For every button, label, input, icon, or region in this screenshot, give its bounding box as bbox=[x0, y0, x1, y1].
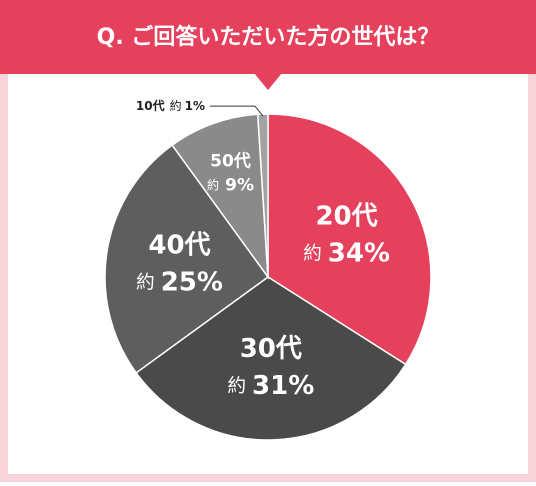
approx-prefix: 約 bbox=[227, 376, 246, 397]
chart-title: Q. ご回答いただいた方の世代は？ bbox=[97, 24, 440, 50]
value-label: 9% bbox=[225, 175, 254, 195]
value-text: 約 31% bbox=[227, 371, 314, 401]
approx-prefix: 約 bbox=[207, 177, 219, 192]
value-label: 31% bbox=[252, 371, 314, 401]
pie-slice bbox=[135, 276, 407, 441]
slice-label: 10代約 1% bbox=[136, 98, 205, 113]
value-label: 1% bbox=[185, 99, 205, 113]
category-label: 40代 bbox=[148, 231, 210, 261]
pie-slice bbox=[171, 113, 269, 280]
header bbox=[0, 0, 536, 74]
pie-slice bbox=[104, 144, 270, 374]
value-text: 約 25% bbox=[136, 267, 223, 297]
pie-slice bbox=[267, 113, 432, 366]
category-label: 20代 bbox=[315, 201, 377, 231]
approx-prefix: 約 bbox=[170, 98, 182, 113]
value-text: 約 9% bbox=[207, 175, 254, 195]
category-label: 30代 bbox=[240, 334, 302, 364]
value-text: 約 34% bbox=[303, 238, 390, 268]
category-label: 50代 bbox=[210, 151, 251, 172]
approx-prefix: 約 bbox=[136, 272, 155, 293]
approx-prefix: 約 bbox=[303, 243, 322, 264]
value-label: 25% bbox=[161, 267, 223, 297]
pie-slice bbox=[256, 113, 269, 278]
header-pointer bbox=[254, 73, 282, 90]
leader-line bbox=[210, 105, 264, 117]
category-label: 10代 bbox=[136, 98, 165, 113]
value-label: 34% bbox=[328, 238, 390, 268]
